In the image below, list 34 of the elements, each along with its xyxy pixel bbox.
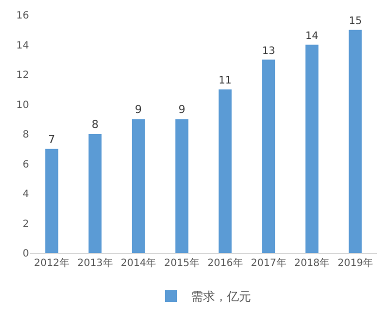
x-tick-label: 2017年 bbox=[250, 257, 286, 269]
bar bbox=[348, 30, 362, 253]
data-label: 8 bbox=[92, 118, 99, 131]
data-label: 9 bbox=[134, 103, 142, 116]
y-tick-label: 0 bbox=[22, 248, 29, 260]
bar bbox=[262, 60, 276, 253]
y-tick-label: 6 bbox=[22, 159, 29, 170]
x-tick-label: 2015年 bbox=[164, 257, 200, 269]
data-label: 7 bbox=[48, 132, 56, 146]
y-tick-label: 12 bbox=[16, 70, 29, 81]
data-label: 15 bbox=[348, 16, 362, 28]
data-label: 9 bbox=[178, 103, 186, 116]
bar bbox=[132, 119, 145, 253]
bar bbox=[218, 89, 232, 253]
y-tick-label: 8 bbox=[22, 130, 29, 140]
y-tick-label: 16 bbox=[16, 10, 29, 22]
data-label: 13 bbox=[262, 46, 276, 57]
y-tick-label: 14 bbox=[16, 40, 29, 52]
y-tick-label: 10 bbox=[16, 100, 29, 111]
bar bbox=[45, 148, 58, 253]
bar bbox=[88, 134, 102, 253]
y-tick-label: 2 bbox=[22, 218, 29, 230]
x-tick-label: 2014年 bbox=[120, 257, 156, 269]
data-label: 14 bbox=[305, 30, 318, 42]
x-tick-label: 2019年 bbox=[338, 257, 374, 269]
data-label: 11 bbox=[218, 76, 232, 87]
bar bbox=[175, 119, 188, 253]
x-tick-label: 2013年 bbox=[77, 257, 113, 269]
y-tick-label: 4 bbox=[22, 189, 29, 200]
x-tick-label: 2018年 bbox=[294, 257, 330, 269]
x-tick-label: 2016年 bbox=[207, 257, 243, 269]
x-tick-label: 2012年 bbox=[34, 257, 70, 269]
bar bbox=[305, 44, 318, 253]
legend-label: 需求，亿元 bbox=[191, 290, 251, 304]
